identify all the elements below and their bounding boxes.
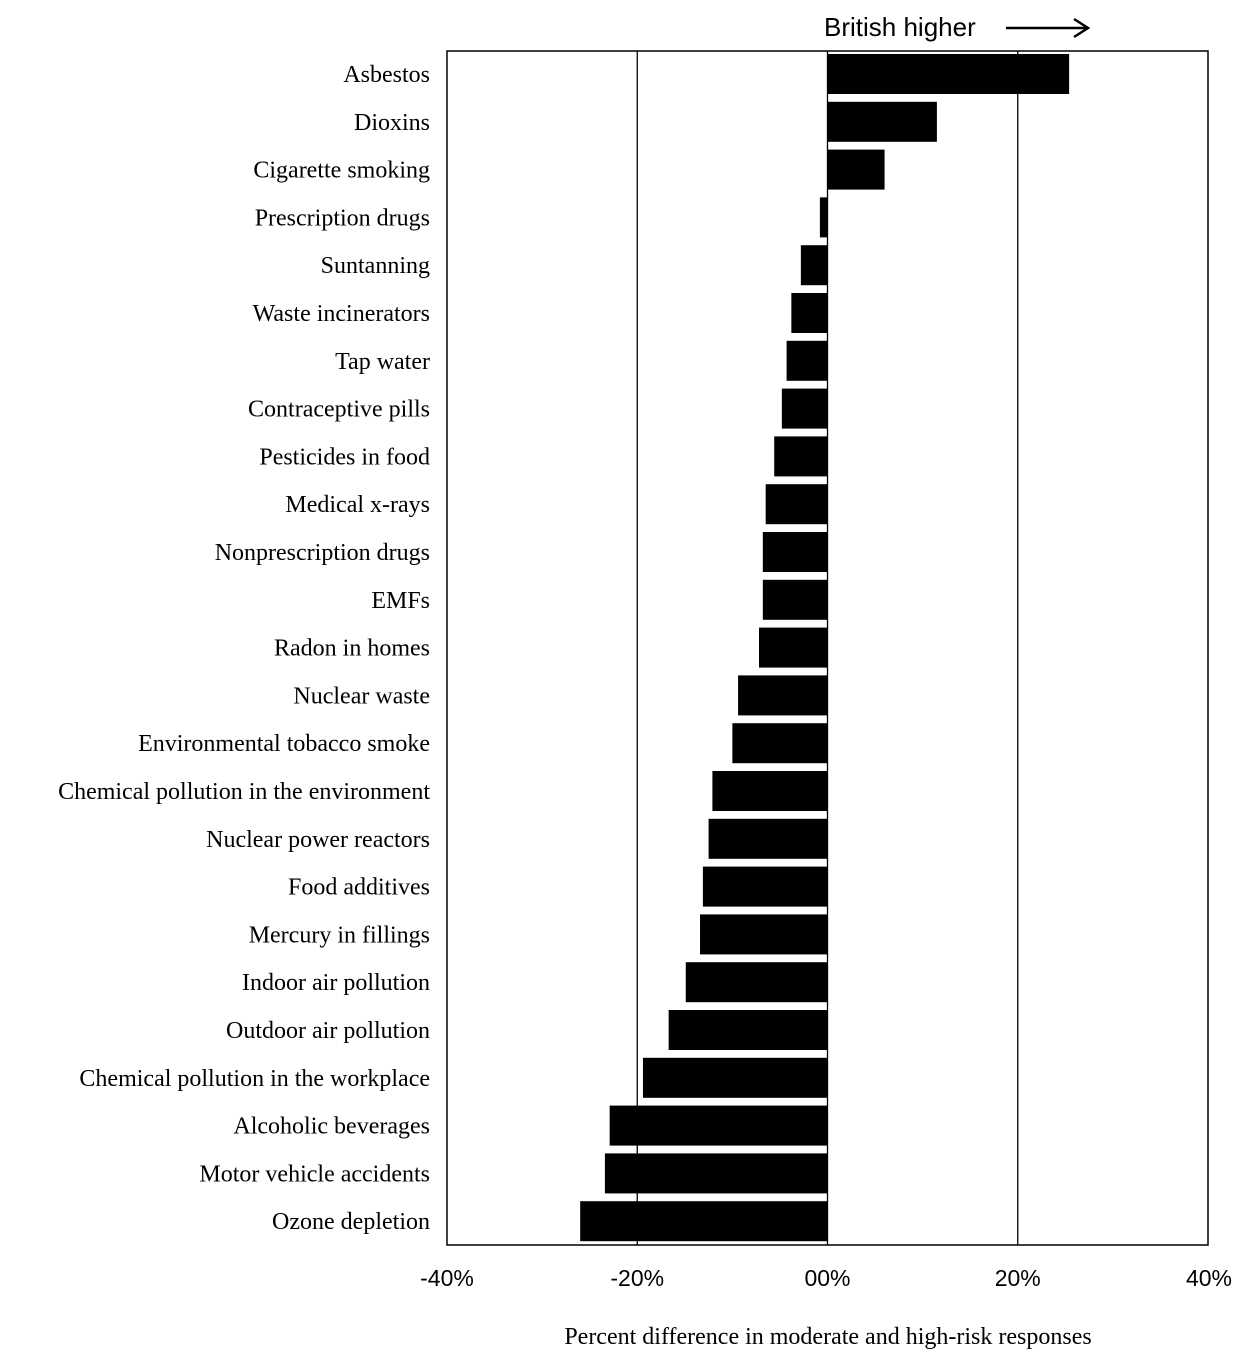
category-label: EMFs bbox=[371, 588, 430, 614]
bar bbox=[827, 101, 937, 142]
bar bbox=[759, 627, 828, 668]
category-label: Nonprescription drugs bbox=[215, 540, 430, 566]
bar bbox=[827, 149, 885, 190]
british-higher-annotation: British higher bbox=[824, 12, 1091, 42]
arrow-head-icon bbox=[1073, 17, 1091, 39]
bar bbox=[712, 771, 828, 811]
bar bbox=[765, 484, 828, 525]
category-label: Medical x-rays bbox=[285, 492, 430, 518]
bar bbox=[786, 340, 828, 381]
category-labels: Asbestos Dioxins Cigarette smoking Prescrip… bbox=[58, 62, 430, 1235]
category-label: Ozone depletion bbox=[272, 1209, 430, 1235]
category-label: Food additives bbox=[288, 875, 430, 901]
category-label: Indoor air pollution bbox=[242, 970, 430, 996]
category-label: Chemical pollution in the environment bbox=[58, 779, 430, 805]
bar bbox=[762, 579, 828, 620]
category-label: Suntanning bbox=[321, 253, 430, 279]
x-tick-label: 20% bbox=[995, 1265, 1041, 1291]
category-label: Prescription drugs bbox=[255, 205, 430, 231]
bar bbox=[708, 818, 828, 859]
bar bbox=[738, 675, 828, 716]
bar bbox=[702, 866, 828, 907]
category-label: Contraceptive pills bbox=[248, 397, 430, 423]
annotation-text: British higher bbox=[824, 12, 976, 42]
bar bbox=[781, 388, 828, 429]
category-label: Asbestos bbox=[343, 62, 430, 88]
bar bbox=[800, 245, 828, 286]
bar bbox=[642, 1057, 828, 1098]
category-label: Waste incinerators bbox=[253, 301, 430, 327]
category-label: Nuclear waste bbox=[293, 683, 430, 709]
x-tick-label: -20% bbox=[610, 1265, 664, 1291]
bar bbox=[668, 1010, 828, 1050]
bar bbox=[774, 436, 828, 477]
x-tick-label: -40% bbox=[420, 1265, 474, 1291]
bar bbox=[762, 532, 828, 572]
category-label: Tap water bbox=[335, 349, 430, 375]
category-label: Chemical pollution in the workplace bbox=[79, 1066, 430, 1092]
bars bbox=[580, 54, 1070, 1242]
x-axis-label: Percent difference in moderate and high-… bbox=[564, 1324, 1091, 1350]
category-label: Nuclear power reactors bbox=[206, 827, 430, 853]
category-label: Radon in homes bbox=[274, 636, 430, 662]
bar bbox=[827, 54, 1070, 94]
category-label: Environmental tobacco smoke bbox=[138, 731, 430, 757]
bar bbox=[700, 914, 828, 955]
x-tick-label: 00% bbox=[804, 1265, 850, 1291]
category-label: Outdoor air pollution bbox=[226, 1018, 430, 1044]
bar bbox=[604, 1153, 828, 1194]
category-label: Mercury in fillings bbox=[249, 922, 430, 948]
category-label: Cigarette smoking bbox=[253, 158, 430, 184]
category-label: Alcoholic beverages bbox=[233, 1114, 430, 1140]
bar bbox=[685, 962, 828, 1003]
bar bbox=[609, 1105, 828, 1146]
category-label: Motor vehicle accidents bbox=[199, 1161, 430, 1187]
x-tick-labels: -40% -20% 00% 20% 40% bbox=[420, 1265, 1232, 1291]
category-label: Dioxins bbox=[354, 110, 430, 136]
bar bbox=[580, 1201, 828, 1242]
x-tick-label: 40% bbox=[1186, 1265, 1232, 1291]
bar bbox=[732, 723, 828, 764]
bar bbox=[791, 293, 828, 333]
bar bbox=[819, 197, 828, 238]
category-label: Pesticides in food bbox=[259, 444, 430, 470]
